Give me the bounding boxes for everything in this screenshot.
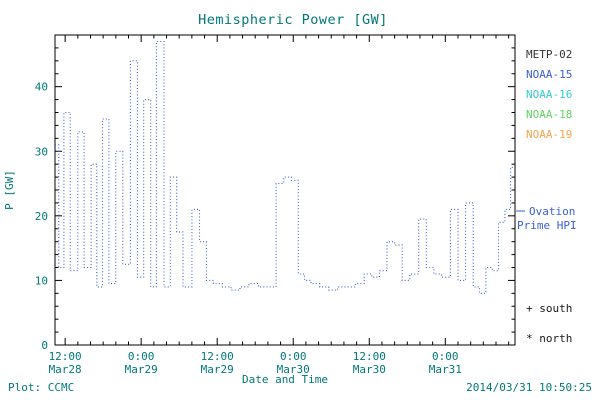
- ovation-label-line2: Prime HPI: [517, 219, 577, 232]
- legend-item-noaa-19: NOAA-19: [526, 128, 572, 141]
- y-tick-label: 40: [35, 81, 48, 94]
- north-marker-label: * north: [526, 332, 572, 345]
- hpi-series: [55, 40, 515, 294]
- y-tick-label: 20: [35, 210, 48, 223]
- legend-item-noaa-18: NOAA-18: [526, 108, 572, 121]
- x-tick-time-label: 0:00: [280, 350, 307, 363]
- x-tick-date-label: Mar28: [49, 363, 82, 376]
- hpi-line: [55, 40, 515, 294]
- x-tick-time-label: 12:00: [353, 350, 386, 363]
- south-marker-label: + south: [526, 302, 572, 315]
- x-tick-time-label: 0:00: [432, 350, 459, 363]
- x-tick-time-label: 12:00: [201, 350, 234, 363]
- legend-item-noaa-15: NOAA-15: [526, 68, 572, 81]
- axis-ticks: 01020304012:00Mar280:00Mar2912:00Mar290:…: [35, 35, 515, 376]
- x-tick-time-label: 12:00: [49, 350, 82, 363]
- y-tick-label: 30: [35, 145, 48, 158]
- x-tick-time-label: 0:00: [128, 350, 155, 363]
- timestamp: 2014/03/31 10:50:25: [466, 381, 592, 394]
- x-tick-date-label: Mar29: [201, 363, 234, 376]
- x-tick-date-label: Mar30: [353, 363, 386, 376]
- legend-item-metp-02: METP-02: [526, 48, 572, 61]
- x-tick-date-label: Mar31: [429, 363, 462, 376]
- y-tick-label: 0: [41, 339, 48, 352]
- chart-title: Hemispheric Power [GW]: [198, 12, 388, 28]
- y-tick-label: 10: [35, 274, 48, 287]
- x-axis-label: Date and Time: [242, 373, 328, 386]
- x-tick-date-label: Mar30: [277, 363, 310, 376]
- satellite-legend: METP-02 NOAA-15 NOAA-16 NOAA-18 NOAA-19: [526, 48, 572, 141]
- x-tick-date-label: Mar29: [125, 363, 158, 376]
- plot-credit: Plot: CCMC: [8, 381, 74, 394]
- ovation-label-line1: Ovation: [529, 205, 575, 218]
- plot-frame: [54, 34, 516, 346]
- y-axis-label: P [GW]: [3, 170, 16, 210]
- legend-item-noaa-16: NOAA-16: [526, 88, 572, 101]
